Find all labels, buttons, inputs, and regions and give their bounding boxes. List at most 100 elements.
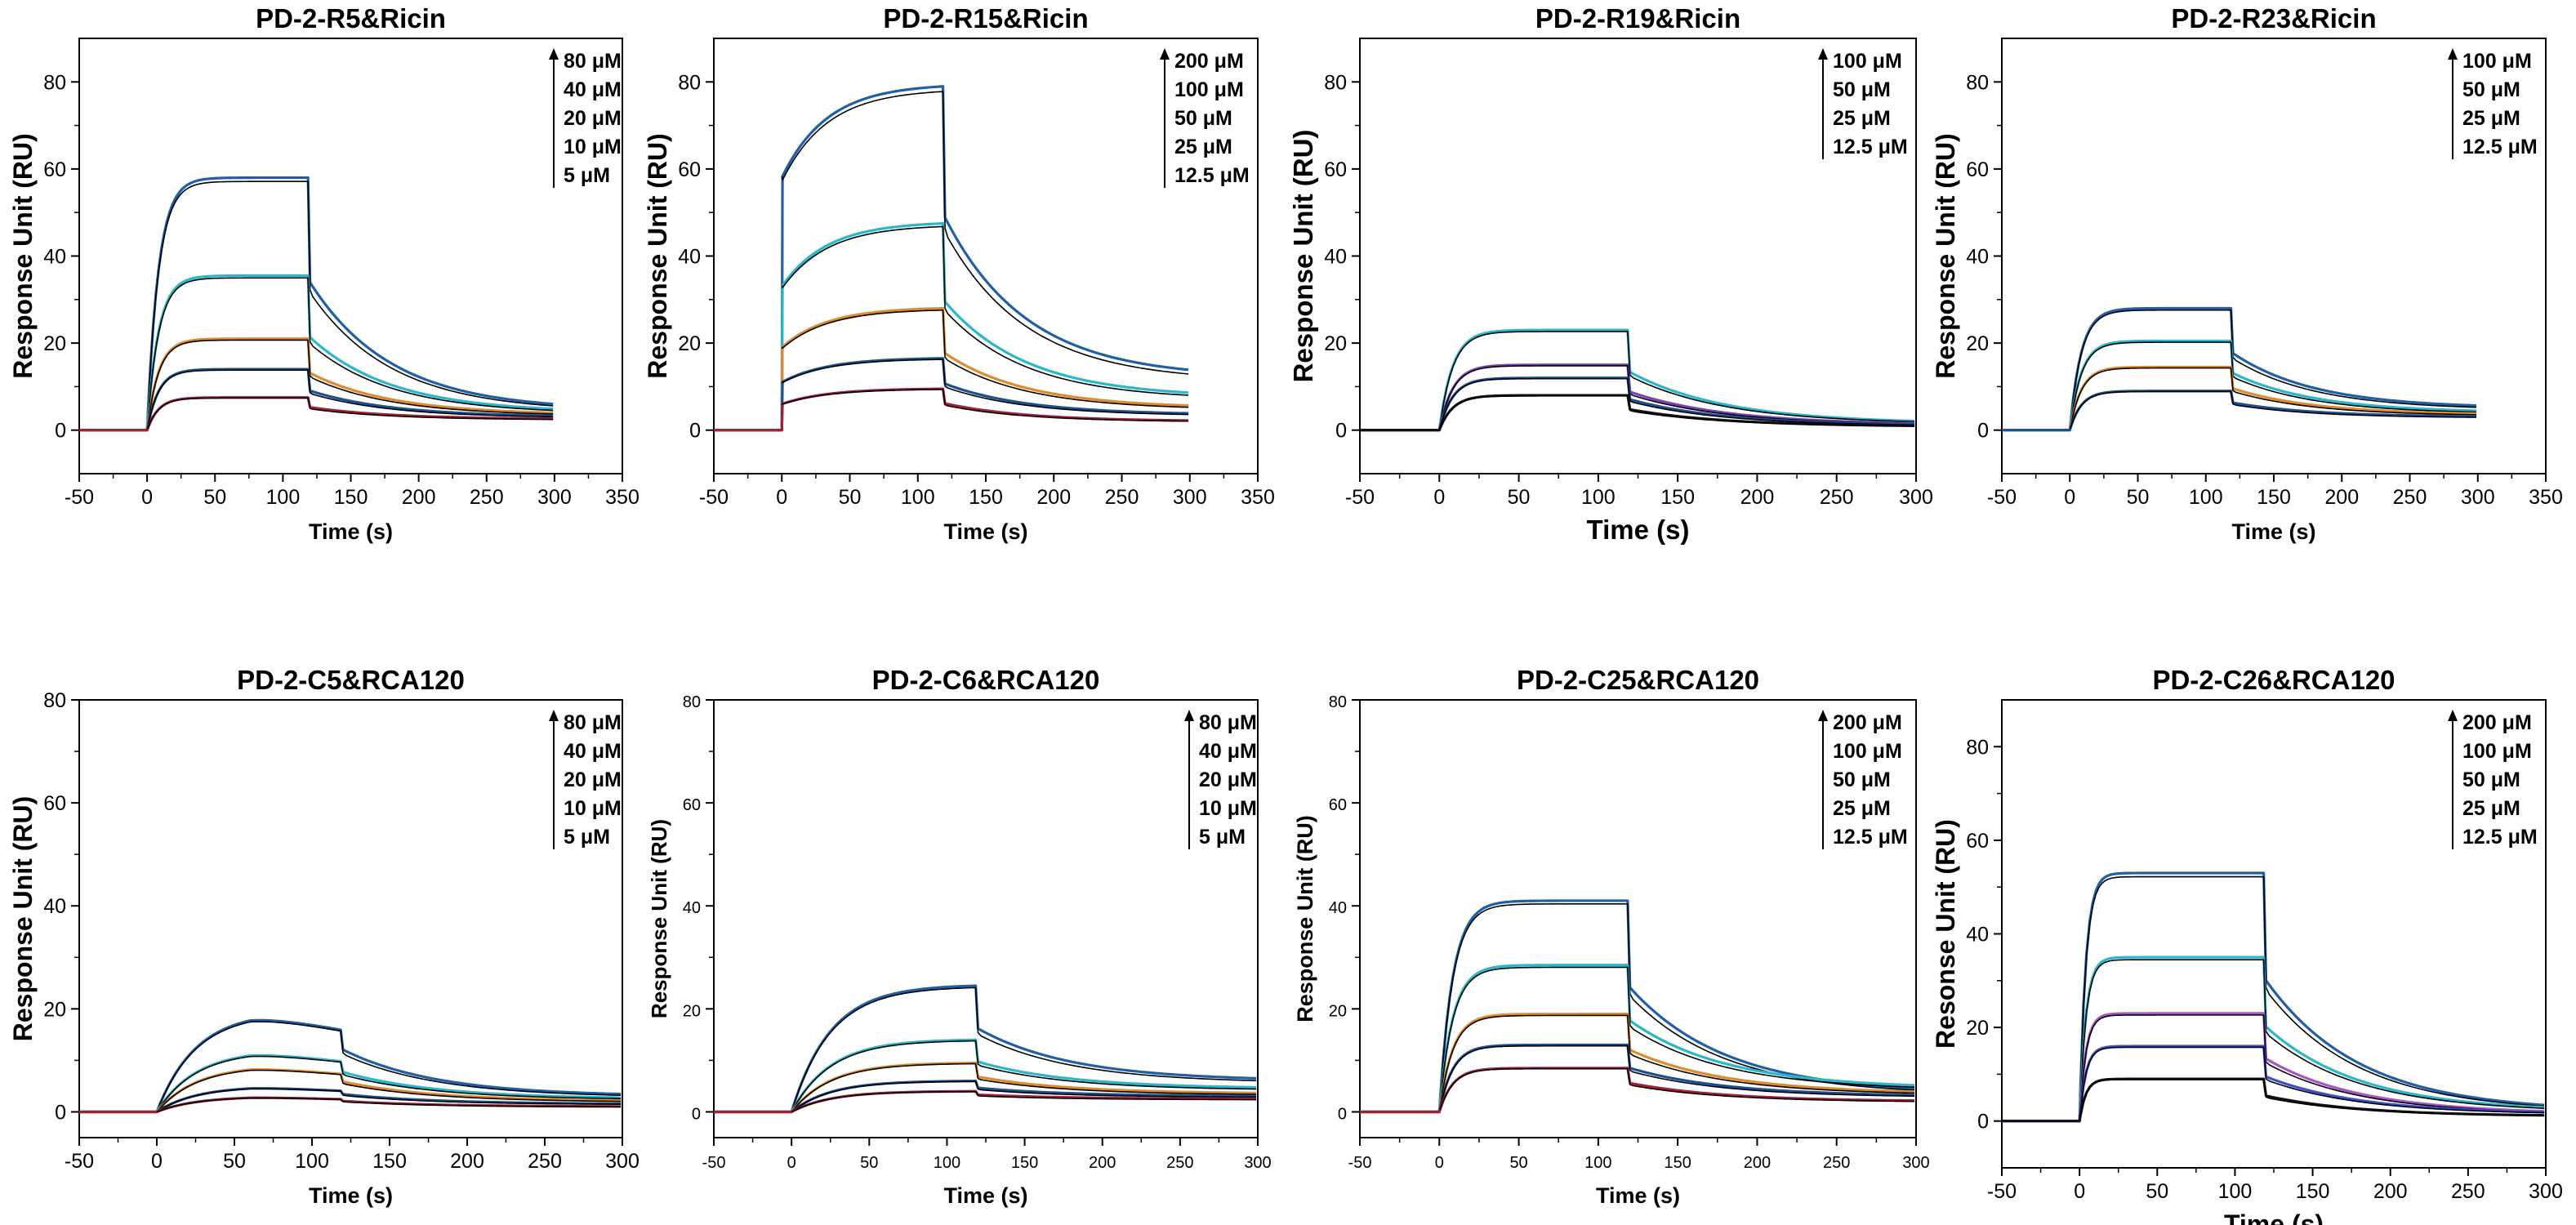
x-tick-label: 150 [2296, 1180, 2330, 1203]
fit-curve [146, 180, 554, 416]
x-tick-label: 250 [1823, 1154, 1850, 1172]
x-tick-label: 100 [901, 486, 935, 509]
x-tick-label: 350 [2529, 486, 2563, 509]
x-axis-label: Time (s) [2231, 519, 2315, 544]
x-tick-label: 300 [1899, 486, 1933, 509]
data-curve [79, 274, 554, 432]
fit-curve [156, 1088, 622, 1112]
curve-group [79, 176, 554, 432]
legend-item: 50 μM [1174, 107, 1232, 130]
legend-item: 25 μM [1833, 797, 1891, 820]
y-tick-label: 40 [43, 895, 66, 918]
x-tick-label: 350 [605, 486, 640, 509]
data-curve [2002, 306, 2477, 432]
x-tick-label: 150 [372, 1150, 407, 1173]
data-curve [79, 1054, 622, 1114]
legend-item: 5 μM [564, 164, 610, 187]
fit-curve [781, 389, 1189, 422]
fit-curve [2070, 390, 2477, 429]
x-tick-label: -50 [65, 486, 94, 509]
plot-frame [713, 699, 1259, 1138]
legend-item: 40 μM [1199, 740, 1257, 763]
fit-curve [791, 1062, 1257, 1112]
y-tick-label: 60 [1329, 796, 1347, 814]
x-tick-label: 250 [1105, 486, 1139, 509]
x-tick-label: 0 [1433, 486, 1445, 509]
legend-item: 20 μM [564, 107, 622, 130]
x-axis-label: Time (s) [1587, 514, 1690, 545]
y-tick-label: 20 [1966, 1017, 1989, 1040]
data-curve [1360, 1043, 1915, 1114]
x-axis-label: Time (s) [1596, 1183, 1680, 1208]
chart-panel-4: PD-2-R23&Ricin -50 0 50 100 150 200 250 300 350 0 2… [1931, 3, 2563, 544]
y-tick-label: 60 [683, 796, 701, 814]
data-curve [2002, 871, 2545, 1123]
y-tick-label: 40 [1324, 246, 1347, 269]
x-tick-label: -50 [699, 486, 729, 509]
chart-title: PD-2-R15&Ricin [883, 3, 1088, 33]
curve-group [2002, 306, 2477, 432]
curve-group [79, 1018, 622, 1114]
chart-title: PD-2-R23&Ricin [2171, 3, 2376, 33]
y-tick-label: 60 [43, 158, 66, 181]
fit-curve [781, 225, 1189, 396]
fit-curve [781, 91, 1189, 375]
x-tick-label: 200 [402, 486, 436, 509]
curve-group [714, 85, 1189, 432]
data-curve [2002, 956, 2545, 1123]
legend-item: 25 μM [2462, 797, 2520, 820]
fit-curve [791, 1090, 1257, 1112]
x-tick-label: 150 [969, 486, 1003, 509]
x-tick-label: 100 [2189, 486, 2223, 509]
data-curve [714, 387, 1189, 432]
legend-item: 12.5 μM [2462, 136, 2538, 158]
fit-curve [781, 359, 1189, 416]
x-tick-label: 300 [605, 1150, 640, 1173]
data-curve [714, 222, 1189, 432]
x-tick-label: 200 [1089, 1154, 1116, 1172]
x-tick-label: 200 [1740, 486, 1775, 509]
y-axis-label: Resonse Unit (RU) [1931, 819, 1960, 1049]
x-tick-label: -50 [1345, 486, 1375, 509]
fit-curve [1439, 1045, 1915, 1109]
y-tick-label: 0 [1977, 420, 1989, 443]
data-curve [2002, 365, 2477, 432]
x-tick-label: 50 [1508, 486, 1531, 509]
x-tick-label: 200 [2373, 1180, 2408, 1203]
fit-curve [1439, 394, 1915, 430]
y-axis-label: Response Unit (RU) [1293, 815, 1317, 1022]
x-tick-label: 50 [1509, 1154, 1527, 1172]
y-tick-label: 80 [1329, 693, 1347, 711]
y-tick-label: 0 [55, 1101, 66, 1124]
y-tick-label: 20 [43, 332, 66, 355]
data-curve [1360, 328, 1915, 432]
x-tick-label: -50 [702, 1154, 726, 1172]
x-tick-label: 150 [1660, 486, 1695, 509]
x-axis-label: Time (s) [943, 1183, 1027, 1208]
y-axis-label: Response Unit (RU) [647, 819, 671, 1018]
y-tick-label: 20 [1324, 332, 1347, 355]
y-tick-label: 20 [1966, 332, 1989, 355]
y-tick-label: 20 [683, 1002, 701, 1020]
x-tick-label: 50 [203, 486, 226, 509]
legend-arrow-head [1818, 48, 1828, 60]
x-tick-label: 250 [2393, 486, 2427, 509]
y-tick-label: 20 [1329, 1002, 1347, 1020]
x-tick-label: 50 [860, 1154, 878, 1172]
x-tick-label: 50 [2146, 1180, 2168, 1203]
chart-title: PD-2-C25&RCA120 [1517, 665, 1759, 695]
y-tick-label: 0 [692, 1105, 701, 1123]
fit-curve [147, 369, 554, 428]
y-tick-label: 40 [683, 899, 701, 917]
x-axis-label: Time (s) [943, 519, 1027, 544]
y-tick-label: 60 [1324, 158, 1347, 181]
x-tick-label: 200 [450, 1150, 484, 1173]
x-tick-label: 150 [1664, 1154, 1691, 1172]
legend-item: 12.5 μM [1833, 136, 1908, 158]
curve-group [1360, 328, 1915, 432]
legend-arrow-head [2448, 48, 2458, 60]
data-curve [2002, 339, 2477, 432]
legend-item: 100 μM [2462, 740, 2532, 763]
curve-group [1360, 899, 1915, 1114]
legend-item: 20 μM [1199, 768, 1257, 791]
